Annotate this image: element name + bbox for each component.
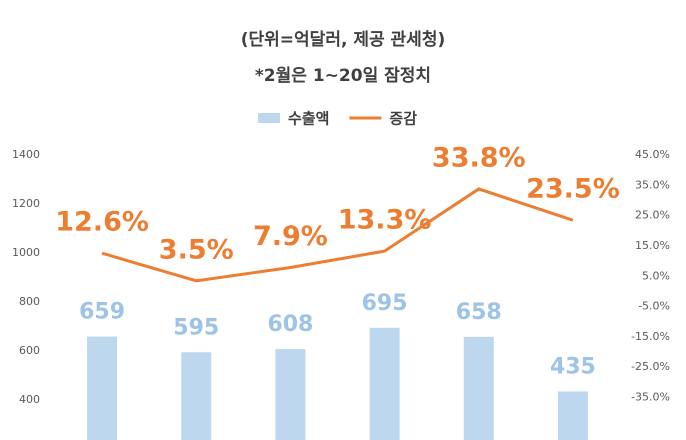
bar bbox=[275, 349, 306, 440]
y2-tick-label: -25.0% bbox=[631, 360, 670, 373]
bar bbox=[369, 327, 400, 440]
y2-tick-label: 15.0% bbox=[635, 239, 670, 252]
bar-value-label: 435 bbox=[550, 354, 596, 379]
y2-tick-label: 35.0% bbox=[635, 178, 670, 191]
y-tick-label: 1400 bbox=[12, 148, 40, 161]
y-tick-label: 800 bbox=[19, 295, 40, 308]
line-value-label: 13.3% bbox=[338, 205, 432, 236]
legend-swatch bbox=[258, 113, 280, 123]
y2-tick-label: -15.0% bbox=[631, 330, 670, 343]
y2-tick-label: -5.0% bbox=[638, 300, 670, 313]
bar bbox=[557, 391, 588, 440]
chart-subtitle: *2월은 1~20일 잠정치 bbox=[255, 66, 431, 86]
y2-tick-label: 5.0% bbox=[642, 269, 670, 282]
line-value-label: 7.9% bbox=[253, 221, 328, 252]
bar-value-label: 658 bbox=[456, 300, 502, 325]
line-value-label: 12.6% bbox=[55, 207, 149, 238]
line-value-label: 33.8% bbox=[432, 142, 526, 173]
line-value-label: 23.5% bbox=[526, 174, 620, 205]
bar bbox=[87, 336, 118, 440]
bar-value-label: 695 bbox=[362, 291, 408, 316]
y-tick-label: 1000 bbox=[12, 246, 40, 259]
y-tick-label: 400 bbox=[19, 393, 40, 406]
chart-title: (단위=억달러, 제공 관세청) bbox=[241, 29, 445, 50]
bar-value-label: 608 bbox=[267, 312, 313, 337]
y2-tick-label: 25.0% bbox=[635, 209, 670, 222]
bar bbox=[463, 336, 494, 440]
line bbox=[101, 187, 574, 283]
legend-label: 수출액 bbox=[288, 110, 329, 128]
y-tick-label: 600 bbox=[19, 344, 40, 357]
y2-tick-label: 45.0% bbox=[635, 148, 670, 161]
bar-value-label: 595 bbox=[173, 315, 219, 340]
y-tick-label: 1200 bbox=[12, 197, 40, 210]
legend-label: 증감 bbox=[389, 110, 417, 128]
bar bbox=[181, 352, 212, 440]
bar-value-label: 659 bbox=[79, 300, 125, 325]
line-value-label: 3.5% bbox=[159, 234, 234, 265]
y2-tick-label: -35.0% bbox=[631, 391, 670, 404]
